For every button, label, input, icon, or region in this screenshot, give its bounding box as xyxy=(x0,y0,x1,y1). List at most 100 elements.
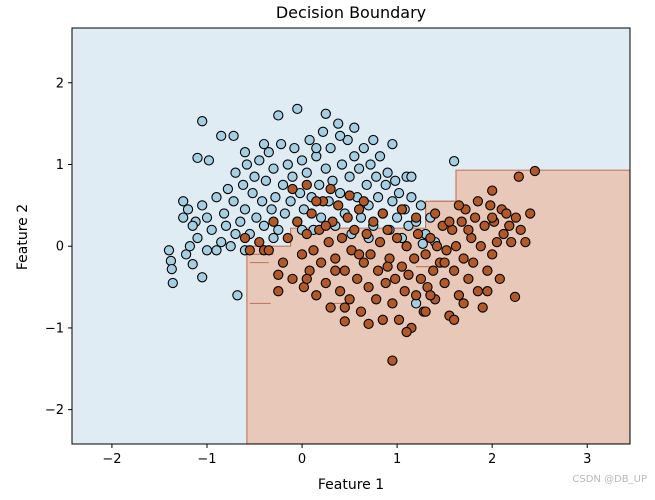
class-1-point xyxy=(448,314,460,325)
class-0-point xyxy=(406,171,417,182)
class-1-point xyxy=(325,302,336,313)
class-0-point xyxy=(247,187,258,199)
class-0-point xyxy=(320,163,331,174)
x-tick-label: 1 xyxy=(393,452,401,467)
class-0-point xyxy=(317,126,329,137)
class-0-point xyxy=(239,147,251,158)
class-1-point xyxy=(371,294,382,305)
class-1-point xyxy=(330,265,341,276)
class-0-point xyxy=(258,138,270,150)
class-0-point xyxy=(448,156,460,167)
class-1-point xyxy=(439,257,450,268)
watermark: CSDN @DB_UP xyxy=(572,474,647,485)
class-1-point xyxy=(456,216,467,227)
class-0-point xyxy=(239,204,251,215)
class-0-point xyxy=(263,147,274,158)
class-0-point xyxy=(387,196,398,207)
class-1-point xyxy=(334,286,346,297)
class-0-point xyxy=(256,196,268,207)
class-0-point xyxy=(358,142,369,154)
class-0-point xyxy=(371,171,382,182)
class-0-point xyxy=(216,130,227,142)
class-0-point xyxy=(406,192,417,203)
class-0-point xyxy=(167,277,178,289)
class-1-point xyxy=(506,236,517,248)
class-1-point xyxy=(469,212,481,223)
class-0-point xyxy=(225,241,236,252)
class-0-point xyxy=(311,142,322,154)
class-1-point xyxy=(429,208,441,219)
class-0-point xyxy=(201,245,213,256)
class-1-point xyxy=(311,196,322,207)
class-0-point xyxy=(232,290,243,301)
class-0-point xyxy=(344,171,355,182)
class-1-point xyxy=(401,241,412,252)
x-tick-label: 0 xyxy=(298,452,306,467)
class-1-point xyxy=(368,216,379,227)
class-1-point xyxy=(363,318,374,330)
class-1-point xyxy=(344,190,355,201)
class-1-point xyxy=(487,212,498,223)
class-1-point xyxy=(448,265,460,276)
class-1-point xyxy=(491,236,503,248)
class-0-point xyxy=(192,232,203,244)
class-1-point xyxy=(268,216,279,227)
class-1-point xyxy=(363,281,374,293)
class-1-point xyxy=(277,257,289,268)
class-1-point xyxy=(399,286,410,297)
class-0-point xyxy=(268,232,279,244)
class-1-point xyxy=(287,273,298,285)
class-1-point xyxy=(292,216,303,227)
class-1-point xyxy=(339,265,350,276)
class-0-point xyxy=(222,183,234,195)
axes-frame xyxy=(71,27,631,445)
class-0-point xyxy=(237,179,249,191)
class-1-point xyxy=(409,253,420,264)
x-axis-label: Feature 1 xyxy=(318,477,384,493)
class-0-point xyxy=(178,196,189,207)
class-0-point xyxy=(333,118,344,129)
class-1-point xyxy=(325,183,336,195)
class-1-point xyxy=(336,232,348,244)
class-0-point xyxy=(178,212,189,223)
class-0-point xyxy=(334,187,346,199)
class-1-point xyxy=(504,220,515,231)
class-0-point xyxy=(203,155,215,166)
class-1-point xyxy=(482,286,493,297)
class-1-point xyxy=(365,249,376,260)
y-tick-label: 1 xyxy=(56,158,64,173)
class-1-point xyxy=(463,273,474,285)
class-0-point xyxy=(273,110,284,121)
class-1-point xyxy=(458,253,469,264)
class-1-point xyxy=(323,236,334,248)
class-1-point xyxy=(510,212,522,223)
class-1-point xyxy=(254,236,265,248)
class-1-point xyxy=(377,314,388,325)
class-1-point xyxy=(453,290,465,301)
y-tick-label: 0 xyxy=(56,240,64,255)
class-0-point xyxy=(289,142,300,154)
class-1-point xyxy=(374,236,386,248)
class-1-point xyxy=(273,286,284,297)
class-1-point xyxy=(330,253,341,264)
class-0-point xyxy=(218,208,230,219)
class-1-point xyxy=(485,200,496,211)
class-1-point xyxy=(412,228,424,240)
class-0-point xyxy=(235,216,246,227)
x-tick-label: 2 xyxy=(488,452,496,467)
class-0-point xyxy=(201,212,213,223)
class-0-point xyxy=(292,103,303,115)
class-1-point xyxy=(439,277,450,289)
class-0-point xyxy=(374,151,386,162)
class-1-point xyxy=(339,302,350,313)
class-0-point xyxy=(266,204,277,215)
class-1-point xyxy=(287,183,298,195)
class-0-point xyxy=(287,171,298,182)
class-1-point xyxy=(453,200,465,211)
class-1-point xyxy=(353,249,365,260)
class-1-point xyxy=(425,290,436,301)
class-0-point xyxy=(251,212,262,223)
class-0-point xyxy=(361,179,372,191)
